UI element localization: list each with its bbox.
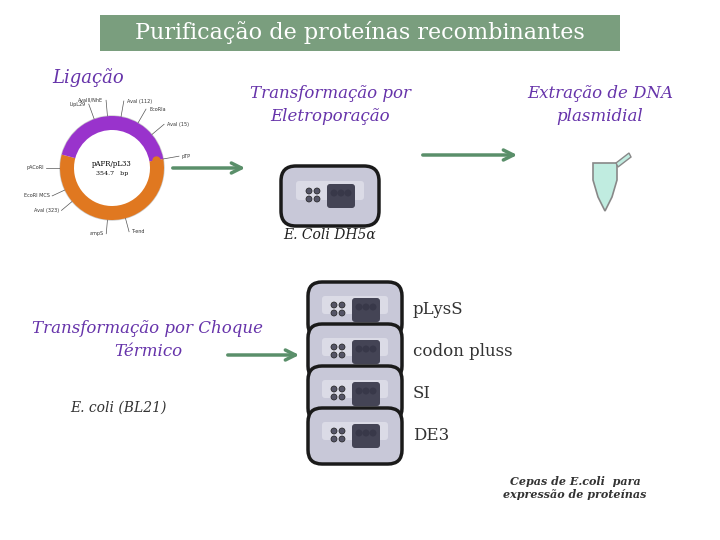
Text: 354.7   bp: 354.7 bp [96,172,128,177]
Circle shape [331,310,337,316]
FancyBboxPatch shape [327,184,355,208]
Text: DE3: DE3 [413,428,449,444]
FancyBboxPatch shape [308,324,402,380]
FancyBboxPatch shape [352,382,380,406]
Text: Cepas de E.coli  para
expressão de proteínas: Cepas de E.coli para expressão de proteí… [503,476,647,501]
FancyBboxPatch shape [352,340,380,364]
Text: AvaI (112): AvaI (112) [127,98,152,104]
Wedge shape [62,116,163,161]
Text: AvaI (323): AvaI (323) [35,208,60,213]
Circle shape [362,388,369,395]
Circle shape [356,346,362,353]
Text: Transformação por
Eletroporação: Transformação por Eletroporação [250,85,410,125]
Polygon shape [593,163,617,211]
Circle shape [331,302,337,308]
Circle shape [339,394,345,400]
Text: Extração de DNA
plasmidial: Extração de DNA plasmidial [527,85,673,125]
FancyBboxPatch shape [352,298,380,322]
Text: SI: SI [413,386,431,402]
Text: pAFR/pL33: pAFR/pL33 [92,160,132,168]
Circle shape [331,428,337,434]
Polygon shape [616,153,631,167]
Circle shape [339,310,345,316]
Circle shape [338,190,344,197]
Circle shape [344,190,351,197]
FancyBboxPatch shape [322,380,388,398]
FancyBboxPatch shape [308,366,402,422]
Text: Ligação: Ligação [52,69,124,87]
Text: LipL29: LipL29 [70,102,86,106]
FancyBboxPatch shape [352,424,380,448]
Text: pLysS: pLysS [413,301,464,319]
Text: AvaI (15): AvaI (15) [167,122,189,127]
Text: T-end: T-end [131,230,145,234]
FancyBboxPatch shape [308,282,402,338]
Circle shape [362,346,369,353]
FancyBboxPatch shape [296,181,364,200]
FancyBboxPatch shape [308,408,402,464]
Circle shape [369,388,377,395]
Text: E. Coli DH5α: E. Coli DH5α [284,228,377,242]
FancyBboxPatch shape [100,15,620,51]
Text: pTP: pTP [182,154,191,159]
Circle shape [356,429,362,436]
Circle shape [369,303,377,310]
Text: AvaIII/NhE: AvaIII/NhE [78,98,103,103]
Circle shape [331,394,337,400]
Text: codon pluss: codon pluss [413,343,513,361]
Circle shape [339,436,345,442]
Circle shape [331,352,337,358]
Circle shape [331,436,337,442]
Circle shape [306,196,312,202]
Circle shape [362,429,369,436]
Circle shape [369,429,377,436]
Circle shape [331,344,337,350]
Text: Transformação por Choque
Térmico: Transformação por Choque Térmico [32,320,264,360]
Circle shape [339,344,345,350]
Wedge shape [60,154,164,220]
Circle shape [314,196,320,202]
Text: E. coli (BL21): E. coli (BL21) [70,401,166,415]
Text: pACoRI: pACoRI [27,165,44,171]
FancyBboxPatch shape [322,338,388,356]
FancyBboxPatch shape [281,166,379,226]
Text: EcoRIa: EcoRIa [149,106,166,112]
Circle shape [339,386,345,392]
Circle shape [339,428,345,434]
Text: ampS: ampS [90,231,104,236]
FancyBboxPatch shape [322,296,388,314]
Circle shape [306,188,312,194]
Circle shape [331,386,337,392]
Circle shape [339,302,345,308]
Circle shape [330,190,338,197]
Circle shape [314,188,320,194]
Text: Purificação de proteínas recombinantes: Purificação de proteínas recombinantes [135,22,585,44]
Circle shape [369,346,377,353]
Circle shape [362,303,369,310]
Circle shape [339,352,345,358]
Text: EcoRI MCS: EcoRI MCS [24,193,50,198]
Circle shape [356,303,362,310]
FancyBboxPatch shape [322,422,388,440]
Circle shape [356,388,362,395]
